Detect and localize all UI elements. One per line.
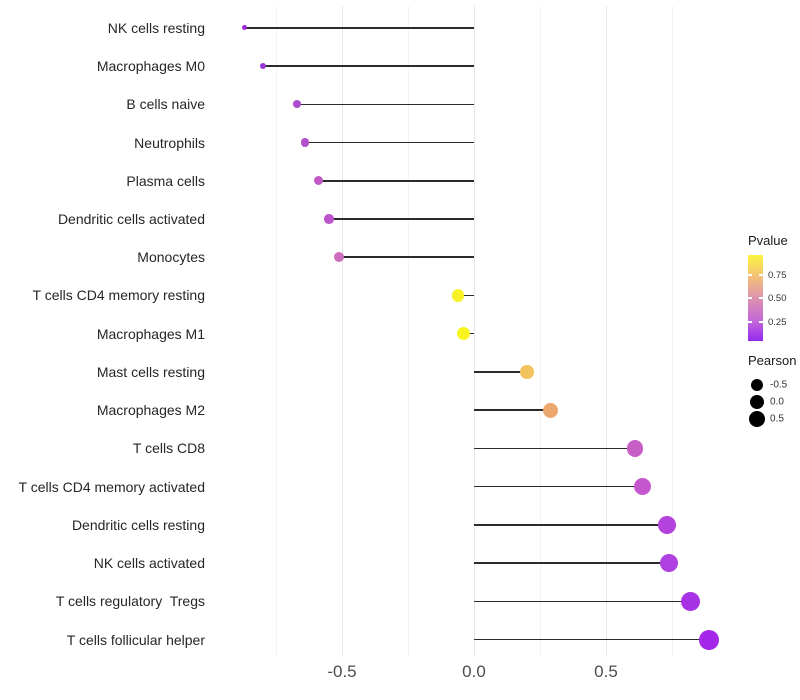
lollipop-stem [244,27,474,29]
lollipop-stem [318,180,474,182]
lollipop-stem [474,447,636,450]
pearson-legend-items: -0.5 0.0 0.5 [748,376,800,427]
category-label: B cells naive [126,96,205,113]
category-label: T cells follicular helper [66,631,205,648]
pearson-legend-item: 0.0 [748,393,800,410]
pvalue-gradient-bar-wrap: 0.75 0.50 0.25 [748,255,787,341]
category-label: Macrophages M2 [96,402,205,419]
category-label: T cells regulatory Tregs [55,593,205,610]
pvalue-bar-tick-left [748,274,752,276]
lollipop-stem [474,562,670,564]
pearson-legend-dot [749,410,765,427]
category-label: Monocytes [137,249,205,266]
lollipop-stem [458,294,474,297]
category-label: T cells CD8 [132,440,205,457]
data-point [543,402,559,418]
lollipop-stem [474,371,527,373]
pearson-legend-label: 0.5 [770,413,784,424]
category-label: NK cells resting [107,19,205,36]
pvalue-gradient-bar [748,255,763,341]
data-point [334,252,345,263]
category-label: Mast cells resting [96,363,205,380]
pvalue-bar-tick-left [748,297,752,299]
lollipop-stem [339,256,474,258]
pearson-legend-item: 0.5 [748,410,800,427]
lollipop-stem [474,600,691,603]
pvalue-legend: Pvalue 0.75 0.50 0.25 [748,233,800,341]
lollipop-stem [305,141,474,144]
data-point [657,515,676,534]
gridline-major [605,6,607,657]
category-label: T cells CD4 memory resting [32,287,205,304]
data-point [293,100,302,109]
category-label: Neutrophils [134,134,205,151]
data-point [241,25,247,31]
gridline-minor [671,6,673,657]
lollipop-stem [328,218,474,220]
lollipop-stem [474,524,667,526]
pvalue-tick-label: 0.50 [768,293,787,304]
category-label: Dendritic cells activated [57,211,205,227]
pearson-legend-dot [751,378,763,391]
data-point [520,365,534,379]
category-label: T cells CD4 memory activated [18,478,205,495]
data-point [259,63,266,70]
category-label: Plasma cells [126,172,205,189]
lollipop-stem [297,103,474,106]
pvalue-bar-tick-right [759,321,763,323]
x-tick-label: 0.0 [462,662,486,681]
category-label: NK cells activated [93,555,205,572]
pvalue-bar-tick-left [748,321,752,323]
pearson-legend-title: Pearson [748,353,797,368]
lollipop-stem [474,485,643,488]
gridline-major [473,6,475,657]
x-tick-label: -0.5 [327,662,357,681]
x-tick-label: 0.5 [594,662,618,681]
data-point [313,176,323,186]
pearson-legend-label: -0.5 [770,379,788,390]
category-label: Macrophages M0 [96,58,205,75]
data-point [456,327,470,341]
pvalue-legend-title: Pvalue [748,233,788,248]
data-point [634,478,652,496]
pearson-legend: Pearson -0.5 0.0 0.5 [748,353,800,427]
pearson-legend-label: 0.0 [770,396,784,407]
data-point [660,554,679,573]
pearson-legend-item: -0.5 [748,376,800,393]
lollipop-stem [474,409,551,411]
gridline-minor [407,6,409,657]
category-label: Dendritic cells resting [71,516,205,533]
data-point [680,591,700,611]
pvalue-tick-label: 0.75 [768,270,787,281]
pvalue-bar-tick-right [759,274,763,276]
data-point [300,138,310,147]
data-point [451,289,465,302]
category-label: Macrophages M1 [96,325,205,342]
gridline-minor [539,6,541,657]
lollipop-stem [262,65,474,67]
gridline-major [341,6,343,657]
lollipop-stem [474,638,709,641]
data-point [698,629,719,650]
pearson-legend-dot [750,394,764,409]
data-point [626,440,644,457]
pvalue-tick-label: 0.25 [768,317,787,328]
gridline-minor [275,6,277,657]
data-point [324,214,334,224]
pvalue-bar-tick-right [759,297,763,299]
